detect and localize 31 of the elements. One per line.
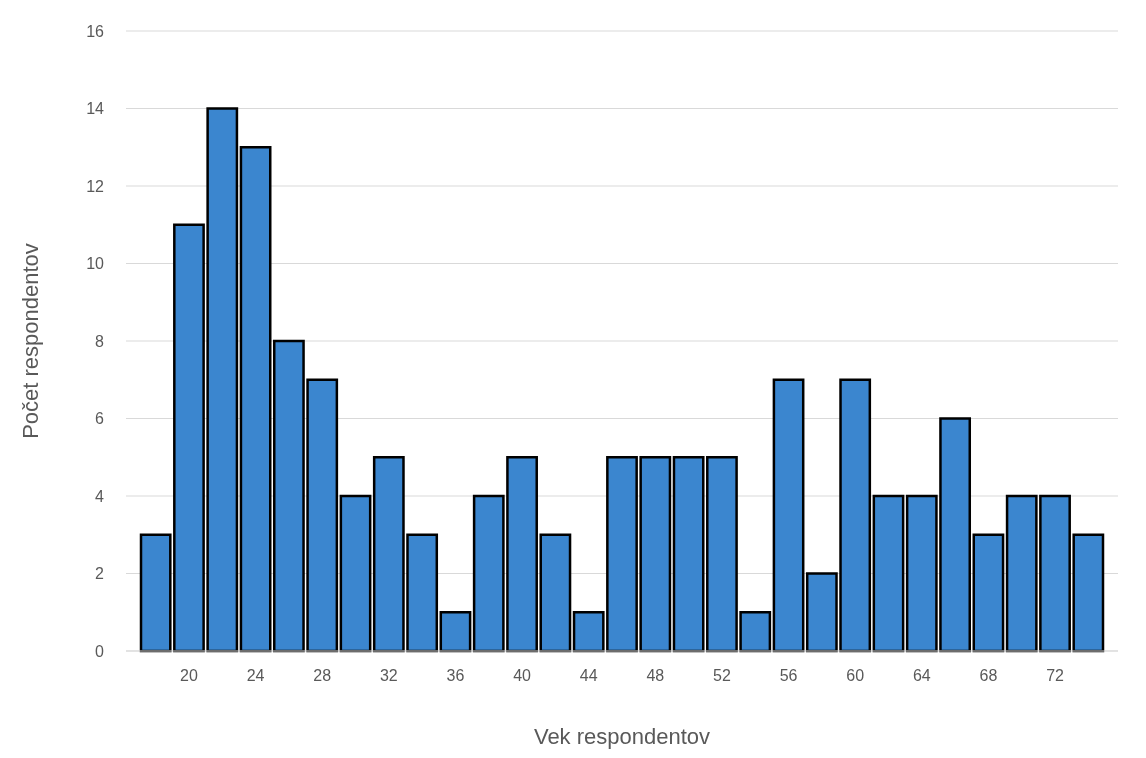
y-tick-label: 16: [86, 22, 105, 40]
x-tick-label: 40: [513, 667, 532, 684]
y-tick-label: 6: [95, 410, 105, 428]
y-tick-label: 12: [86, 177, 105, 195]
bar: [772, 378, 805, 653]
x-tick-label: 24: [246, 667, 265, 684]
x-tick-label: 36: [446, 667, 465, 684]
x-tick-label: 44: [579, 667, 598, 684]
bar: [339, 494, 372, 653]
y-axis-title: Počet respondentov: [18, 243, 43, 439]
y-tick-label: 14: [86, 100, 105, 118]
x-tick-label: 72: [1046, 667, 1065, 684]
x-axis-title: Vek respondentov: [533, 724, 711, 749]
bar: [972, 533, 1005, 653]
x-tick-label: 60: [846, 667, 865, 684]
x-tick-label: 68: [979, 667, 998, 684]
bar: [872, 494, 905, 653]
x-tick-label: 52: [713, 667, 731, 684]
bar: [239, 146, 272, 653]
y-tick-label: 8: [95, 332, 105, 350]
x-tick-label: 32: [379, 667, 398, 684]
y-tick-label: 10: [86, 255, 105, 273]
x-tick-label: 56: [779, 667, 798, 684]
x-tick-label: 64: [912, 667, 931, 684]
y-tick-label: 0: [95, 642, 105, 660]
x-tick-label: 48: [646, 667, 665, 684]
y-tick-label: 2: [95, 565, 105, 583]
y-tick-label: 4: [95, 487, 105, 505]
x-tick-label: 20: [180, 667, 198, 684]
bar: [439, 611, 472, 653]
x-tick-label: 28: [313, 667, 332, 684]
